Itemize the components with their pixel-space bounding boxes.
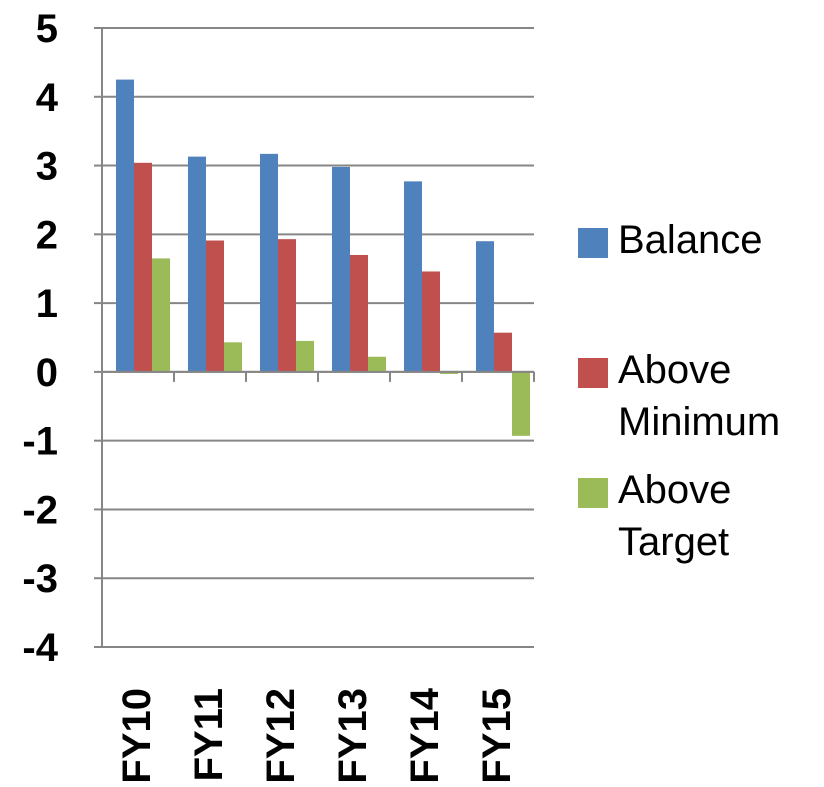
y-tick-label: 5	[36, 7, 58, 51]
bar-balance	[332, 166, 350, 372]
y-tick-label: 4	[36, 76, 59, 120]
x-tick-label: FY13	[331, 688, 375, 784]
legend-swatch-above-target	[578, 478, 608, 508]
y-tick-label: 3	[36, 145, 58, 189]
y-tick-label: 0	[36, 351, 58, 395]
legend-item-balance: Balance	[578, 214, 818, 266]
y-tick-label: 1	[36, 282, 58, 326]
legend: Balance Above Minimum Above Target	[578, 214, 818, 568]
bar-above-target	[440, 371, 458, 374]
y-axis-tick-labels: 5 4 3 2 1 0 -1 -2 -3 -4	[22, 7, 58, 670]
axes	[94, 27, 535, 648]
y-tick-label: -1	[22, 420, 58, 464]
legend-item-above-target: Above Target	[578, 464, 818, 568]
legend-label-above-target: Above Target	[618, 468, 732, 564]
bar-above-minimum	[134, 162, 152, 372]
bar-balance	[116, 79, 134, 372]
x-tick-label: FY15	[475, 688, 519, 784]
bar-above-target	[296, 340, 314, 372]
x-tick-label: FY12	[259, 688, 303, 784]
bar-above-minimum	[494, 332, 512, 372]
y-tick-label: -2	[22, 488, 58, 532]
bar-balance	[476, 241, 494, 372]
legend-label-above-minimum: Above Minimum	[618, 348, 781, 444]
bar-above-target	[368, 356, 386, 372]
legend-label-balance: Balance	[618, 218, 763, 262]
y-tick-label: -4	[22, 626, 58, 670]
legend-swatch-above-minimum	[578, 358, 608, 388]
x-axis-tick-labels: FY10 FY11 FY12 FY13 FY14 FY15	[115, 687, 519, 783]
legend-swatch-balance	[578, 228, 608, 258]
bar-above-minimum	[350, 254, 368, 372]
bars	[116, 79, 530, 436]
y-tick-label: -3	[22, 557, 58, 601]
bar-above-target	[152, 258, 170, 372]
bar-above-minimum	[278, 239, 296, 372]
x-tick-label: FY11	[187, 688, 231, 781]
bar-above-target	[224, 342, 242, 372]
bar-balance	[404, 181, 422, 372]
bar-above-minimum	[422, 271, 440, 372]
x-tick-label: FY14	[403, 687, 447, 783]
bar-above-minimum	[206, 240, 224, 372]
bar-balance	[260, 153, 278, 372]
x-tick-label: FY10	[115, 688, 159, 784]
y-tick-label: 2	[36, 213, 58, 257]
bar-above-target	[512, 371, 530, 436]
legend-item-above-minimum: Above Minimum	[578, 344, 818, 448]
bar-balance	[188, 156, 206, 372]
